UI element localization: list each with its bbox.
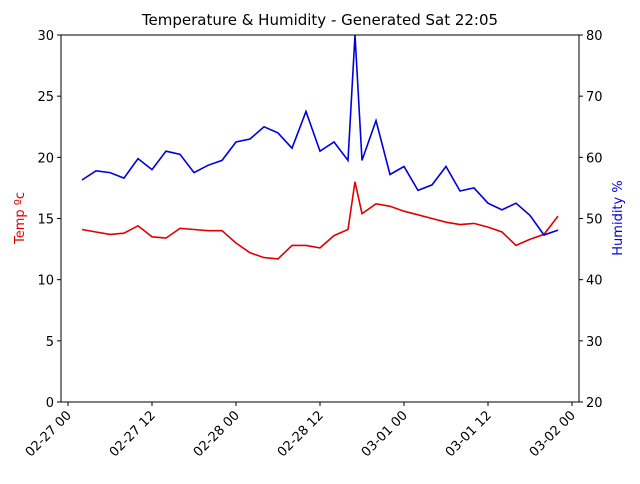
y2-tick-label: 60 [586, 151, 603, 166]
y-tick-label: 25 [37, 90, 54, 105]
y-tick-label: 15 [37, 213, 54, 228]
y-tick-label: 20 [37, 151, 54, 166]
x-tick-label: 02-28 12 [275, 408, 327, 460]
y2-tick-label: 30 [586, 335, 603, 350]
y2-tick-label: 50 [586, 213, 603, 228]
line [81, 181, 559, 260]
y2-axis-label: Humidity % [611, 180, 626, 255]
y2-tick-label: 80 [586, 29, 603, 44]
y2-tick-label: 20 [586, 396, 603, 411]
x-tick-label: 02-28 00 [191, 408, 243, 460]
y-tick-label: 5 [46, 335, 54, 350]
chart-title: Temperature & Humidity - Generated Sat 2… [141, 11, 498, 29]
line [81, 34, 559, 236]
y2-tick-label: 40 [586, 274, 603, 289]
x-tick-label: 03-01 12 [443, 408, 495, 460]
y-tick-label: 30 [37, 29, 54, 44]
y-tick-label: 0 [46, 396, 54, 411]
x-tick-label: 03-02 00 [527, 408, 579, 460]
y-axis-label: Temp ºc [13, 192, 28, 245]
x-tick-label: 02-27 00 [23, 408, 75, 460]
plot-frame [60, 34, 580, 403]
x-tick-label: 03-01 00 [359, 408, 411, 460]
y2-tick-label: 70 [586, 90, 603, 105]
x-tick-label: 02-27 12 [107, 408, 159, 460]
y-tick-label: 10 [37, 274, 54, 289]
